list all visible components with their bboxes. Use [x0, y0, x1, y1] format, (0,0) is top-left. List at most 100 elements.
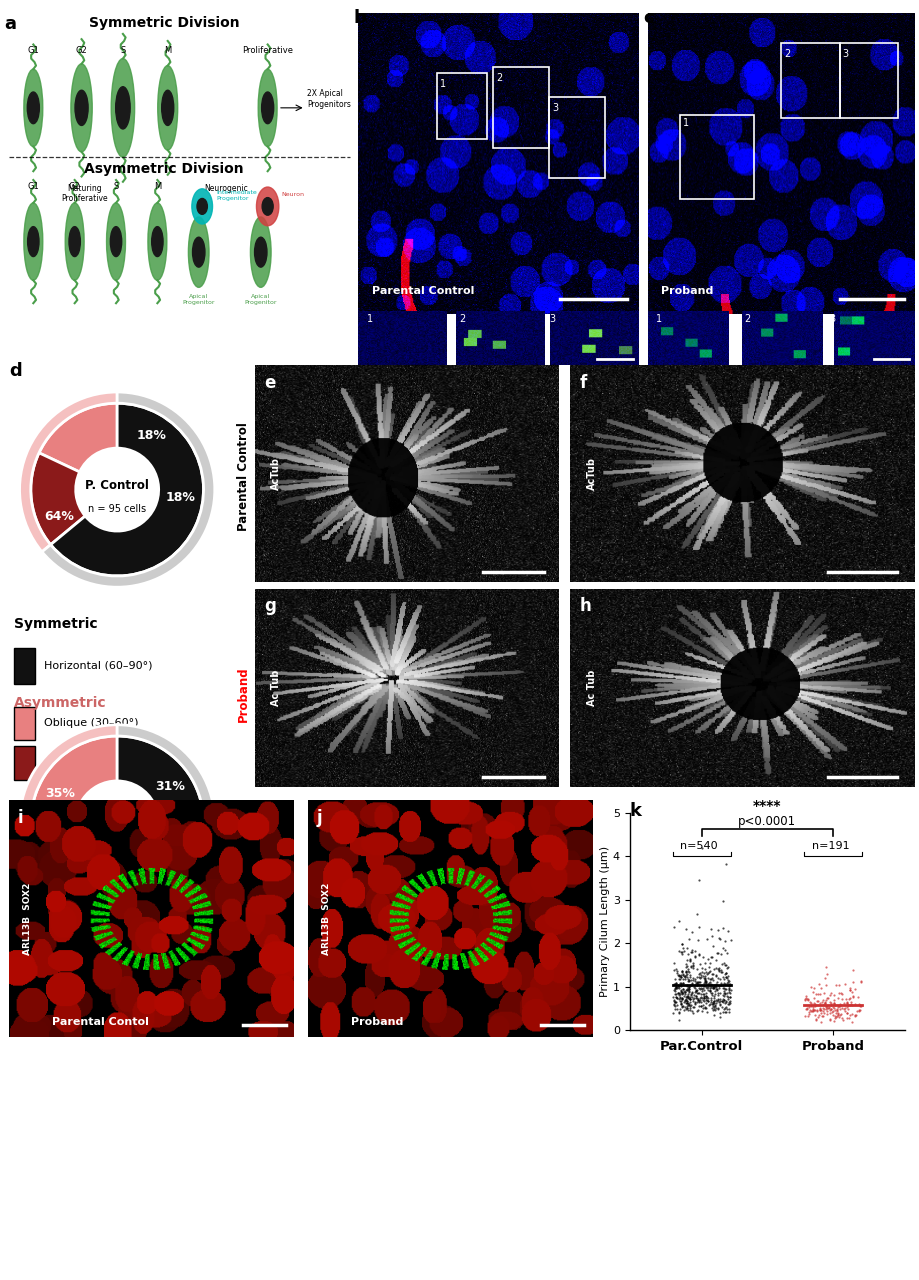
Wedge shape: [42, 392, 215, 588]
Text: S: S: [120, 46, 126, 55]
Ellipse shape: [250, 216, 271, 288]
Point: [718, 1002, 732, 1023]
Point: [670, 975, 685, 996]
Point: [679, 975, 694, 996]
Point: [676, 986, 691, 1006]
Point: [816, 983, 831, 1004]
Point: [694, 965, 709, 986]
Point: [696, 989, 710, 1010]
Point: [680, 969, 695, 989]
Point: [840, 1002, 855, 1023]
Point: [702, 972, 717, 992]
Point: [672, 1010, 686, 1030]
Point: [715, 992, 730, 1012]
Point: [714, 973, 729, 993]
Ellipse shape: [75, 90, 88, 125]
Point: [678, 989, 693, 1010]
Point: [712, 1006, 727, 1027]
Point: [689, 986, 704, 1006]
Point: [674, 942, 688, 963]
FancyBboxPatch shape: [14, 648, 35, 684]
Point: [672, 1002, 686, 1023]
Point: [704, 983, 719, 1004]
Point: [673, 965, 687, 986]
Point: [831, 987, 845, 1007]
Point: [701, 977, 716, 997]
Point: [673, 991, 687, 1011]
Point: [823, 1002, 837, 1023]
Point: [678, 961, 693, 982]
Bar: [549, 97, 605, 178]
Point: [697, 975, 711, 996]
Point: [830, 1006, 845, 1027]
Point: [696, 977, 710, 997]
Point: [710, 991, 725, 1011]
Point: [818, 992, 833, 1012]
Text: 2: 2: [495, 73, 502, 83]
Point: [832, 996, 846, 1016]
Point: [685, 973, 699, 993]
Point: [707, 977, 721, 997]
Text: Neurogenic: Neurogenic: [204, 183, 248, 192]
Text: ARL13B  SOX2: ARL13B SOX2: [24, 882, 32, 955]
Ellipse shape: [192, 189, 212, 224]
Point: [679, 996, 694, 1016]
Point: [680, 987, 695, 1007]
FancyBboxPatch shape: [14, 746, 35, 781]
Point: [690, 983, 705, 1004]
Bar: [680, 115, 754, 200]
Point: [686, 1002, 700, 1023]
Point: [668, 996, 683, 1016]
Point: [719, 963, 733, 983]
Point: [852, 996, 867, 1016]
Point: [697, 974, 711, 995]
Point: [703, 980, 718, 1001]
Point: [705, 947, 720, 968]
Point: [703, 987, 718, 1007]
Point: [815, 1001, 830, 1021]
Point: [667, 993, 682, 1014]
Point: [707, 998, 721, 1019]
Point: [712, 1002, 727, 1023]
Text: Neuron: Neuron: [281, 192, 304, 197]
Point: [817, 998, 832, 1019]
Point: [827, 1011, 842, 1032]
Point: [709, 997, 723, 1018]
Point: [800, 998, 814, 1019]
Point: [713, 929, 728, 950]
Text: G2: G2: [75, 46, 87, 55]
Point: [808, 993, 823, 1014]
Point: [668, 978, 683, 998]
Point: [684, 942, 698, 963]
Point: [691, 989, 706, 1010]
Point: [675, 965, 690, 986]
Point: [722, 991, 737, 1011]
Point: [666, 980, 681, 1001]
Point: [712, 975, 727, 996]
Point: [690, 983, 705, 1004]
Point: [706, 993, 720, 1014]
Point: [845, 1011, 859, 1032]
Point: [811, 1006, 825, 1027]
Point: [698, 997, 712, 1018]
Point: [709, 975, 723, 996]
Point: [695, 957, 709, 978]
Point: [709, 964, 723, 984]
Point: [719, 966, 733, 987]
Point: [675, 978, 690, 998]
Point: [804, 1001, 819, 1021]
Point: [722, 987, 737, 1007]
Point: [681, 929, 696, 950]
Point: [698, 970, 712, 991]
Point: [853, 1000, 868, 1020]
Point: [715, 918, 730, 938]
Ellipse shape: [188, 216, 210, 288]
Point: [692, 943, 707, 964]
Point: [700, 980, 715, 1001]
Point: [674, 966, 688, 987]
Point: [720, 956, 735, 977]
Point: [692, 979, 707, 1000]
Point: [839, 993, 854, 1014]
Point: [665, 1002, 680, 1023]
Point: [666, 987, 681, 1007]
